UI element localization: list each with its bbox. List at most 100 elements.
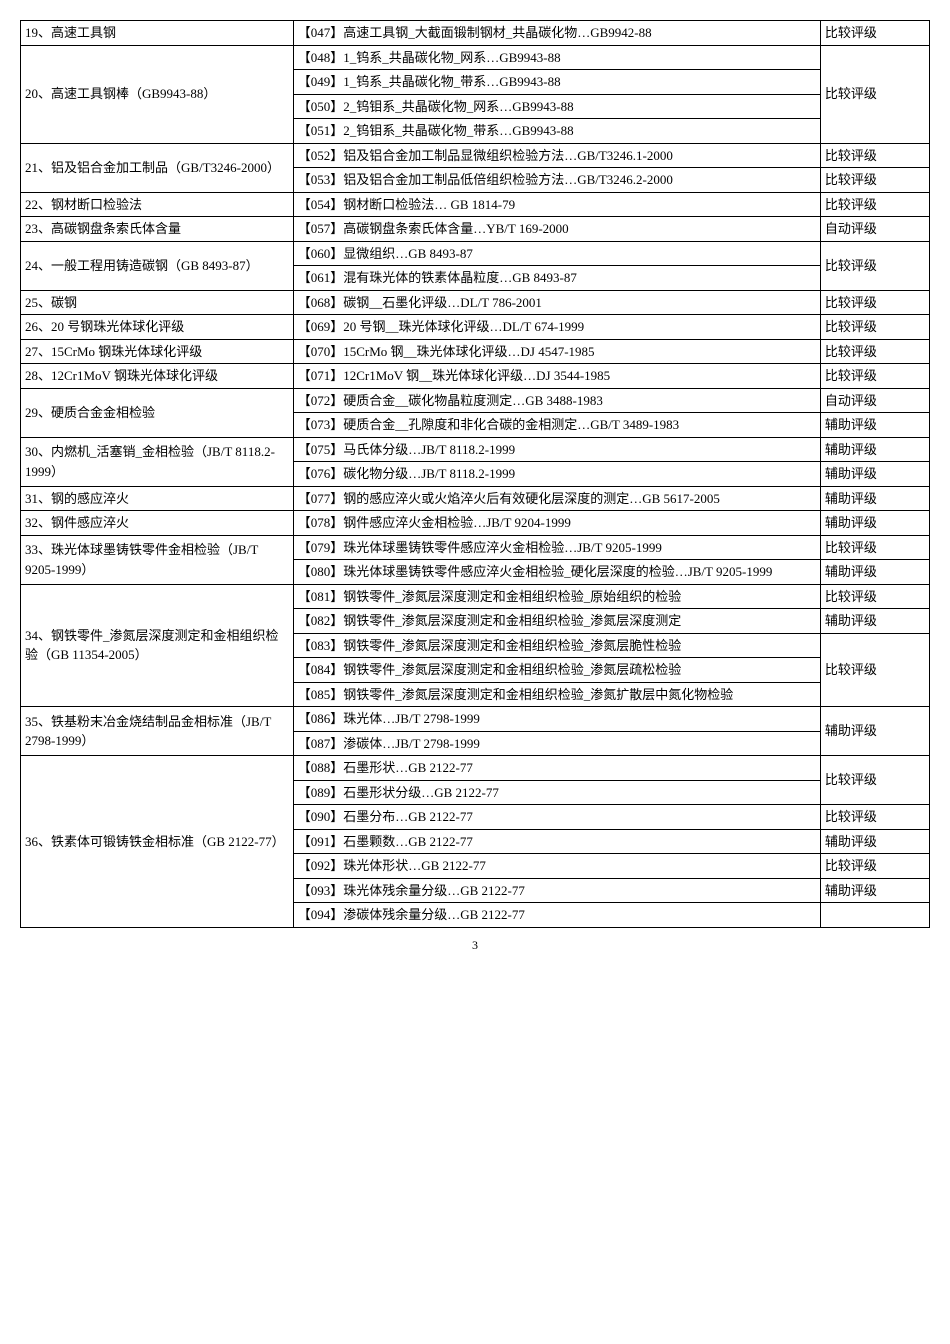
standard-cell: 【073】硬质合金__孔隙度和非化合碳的金相测定…GB/T 3489-1983 — [293, 413, 820, 438]
standard-cell: 【054】钢材断口检验法… GB 1814-79 — [293, 192, 820, 217]
grade-cell: 比较评级 — [820, 584, 929, 609]
table-row: 35、铁基粉末冶金烧结制品金相标准（JB/T 2798-1999）【086】珠光… — [21, 707, 930, 732]
category-cell: 34、钢铁零件_渗氮层深度测定和金相组织检验（GB 11354-2005） — [21, 584, 294, 707]
standards-table: 19、高速工具钢【047】高速工具钢_大截面锻制钢材_共晶碳化物…GB9942-… — [20, 20, 930, 928]
grade-cell: 比较评级 — [820, 45, 929, 143]
standard-cell: 【079】珠光体球墨铸铁零件感应淬火金相检验…JB/T 9205-1999 — [293, 535, 820, 560]
table-row: 25、碳钢【068】碳钢__石墨化评级…DL/T 786-2001比较评级 — [21, 290, 930, 315]
standard-cell: 【093】珠光体残余量分级…GB 2122-77 — [293, 878, 820, 903]
table-row: 28、12Cr1MoV 钢珠光体球化评级【071】12Cr1MoV 钢__珠光体… — [21, 364, 930, 389]
standard-cell: 【071】12Cr1MoV 钢__珠光体球化评级…DJ 3544-1985 — [293, 364, 820, 389]
table-row: 36、铁素体可锻铸铁金相标准（GB 2122-77）【088】石墨形状…GB 2… — [21, 756, 930, 781]
grade-cell: 比较评级 — [820, 805, 929, 830]
category-cell: 22、钢材断口检验法 — [21, 192, 294, 217]
grade-cell: 自动评级 — [820, 388, 929, 413]
category-cell: 33、珠光体球墨铸铁零件金相检验（JB/T 9205-1999） — [21, 535, 294, 584]
standard-cell: 【060】显微组织…GB 8493-87 — [293, 241, 820, 266]
standard-cell: 【091】石墨颗数…GB 2122-77 — [293, 829, 820, 854]
grade-cell: 辅助评级 — [820, 486, 929, 511]
grade-cell: 比较评级 — [820, 143, 929, 168]
grade-cell: 比较评级 — [820, 315, 929, 340]
table-row: 22、钢材断口检验法【054】钢材断口检验法… GB 1814-79比较评级 — [21, 192, 930, 217]
grade-cell: 比较评级 — [820, 854, 929, 879]
standard-cell: 【089】石墨形状分级…GB 2122-77 — [293, 780, 820, 805]
standard-cell: 【048】1_钨系_共晶碳化物_网系…GB9943-88 — [293, 45, 820, 70]
grade-cell: 比较评级 — [820, 21, 929, 46]
grade-cell: 辅助评级 — [820, 437, 929, 462]
standard-cell: 【076】碳化物分级…JB/T 8118.2-1999 — [293, 462, 820, 487]
grade-cell: 辅助评级 — [820, 609, 929, 634]
table-row: 31、钢的感应淬火【077】钢的感应淬火或火焰淬火后有效硬化层深度的测定…GB … — [21, 486, 930, 511]
standard-cell: 【085】钢铁零件_渗氮层深度测定和金相组织检验_渗氮扩散层中氮化物检验 — [293, 682, 820, 707]
grade-cell: 辅助评级 — [820, 878, 929, 903]
standard-cell: 【047】高速工具钢_大截面锻制钢材_共晶碳化物…GB9942-88 — [293, 21, 820, 46]
grade-cell: 辅助评级 — [820, 413, 929, 438]
table-row: 34、钢铁零件_渗氮层深度测定和金相组织检验（GB 11354-2005）【08… — [21, 584, 930, 609]
standard-cell: 【092】珠光体形状…GB 2122-77 — [293, 854, 820, 879]
category-cell: 24、一般工程用铸造碳钢（GB 8493-87） — [21, 241, 294, 290]
standard-cell: 【088】石墨形状…GB 2122-77 — [293, 756, 820, 781]
grade-cell — [820, 903, 929, 928]
table-row: 19、高速工具钢【047】高速工具钢_大截面锻制钢材_共晶碳化物…GB9942-… — [21, 21, 930, 46]
category-cell: 28、12Cr1MoV 钢珠光体球化评级 — [21, 364, 294, 389]
standard-cell: 【090】石墨分布…GB 2122-77 — [293, 805, 820, 830]
grade-cell: 比较评级 — [820, 192, 929, 217]
standard-cell: 【057】高碳钢盘条索氏体含量…YB/T 169-2000 — [293, 217, 820, 242]
standard-cell: 【069】20 号钢__珠光体球化评级…DL/T 674-1999 — [293, 315, 820, 340]
standard-cell: 【077】钢的感应淬火或火焰淬火后有效硬化层深度的测定…GB 5617-2005 — [293, 486, 820, 511]
standard-cell: 【072】硬质合金__碳化物晶粒度测定…GB 3488-1983 — [293, 388, 820, 413]
grade-cell: 比较评级 — [820, 241, 929, 290]
standard-cell: 【082】钢铁零件_渗氮层深度测定和金相组织检验_渗氮层深度测定 — [293, 609, 820, 634]
grade-cell: 自动评级 — [820, 217, 929, 242]
category-cell: 23、高碳钢盘条索氏体含量 — [21, 217, 294, 242]
table-row: 27、15CrMo 钢珠光体球化评级【070】15CrMo 钢__珠光体球化评级… — [21, 339, 930, 364]
standard-cell: 【053】铝及铝合金加工制品低倍组织检验方法…GB/T3246.2-2000 — [293, 168, 820, 193]
table-row: 33、珠光体球墨铸铁零件金相检验（JB/T 9205-1999）【079】珠光体… — [21, 535, 930, 560]
grade-cell: 比较评级 — [820, 339, 929, 364]
category-cell: 20、高速工具钢棒（GB9943-88） — [21, 45, 294, 143]
category-cell: 21、铝及铝合金加工制品（GB/T3246-2000） — [21, 143, 294, 192]
table-row: 23、高碳钢盘条索氏体含量【057】高碳钢盘条索氏体含量…YB/T 169-20… — [21, 217, 930, 242]
standard-cell: 【050】2_钨钼系_共晶碳化物_网系…GB9943-88 — [293, 94, 820, 119]
table-row: 24、一般工程用铸造碳钢（GB 8493-87）【060】显微组织…GB 849… — [21, 241, 930, 266]
category-cell: 32、钢件感应淬火 — [21, 511, 294, 536]
standard-cell: 【049】1_钨系_共晶碳化物_带系…GB9943-88 — [293, 70, 820, 95]
grade-cell: 比较评级 — [820, 168, 929, 193]
standard-cell: 【087】渗碳体…JB/T 2798-1999 — [293, 731, 820, 756]
grade-cell: 比较评级 — [820, 364, 929, 389]
category-cell: 26、20 号钢珠光体球化评级 — [21, 315, 294, 340]
grade-cell: 辅助评级 — [820, 829, 929, 854]
standard-cell: 【084】钢铁零件_渗氮层深度测定和金相组织检验_渗氮层疏松检验 — [293, 658, 820, 683]
category-cell: 19、高速工具钢 — [21, 21, 294, 46]
table-row: 26、20 号钢珠光体球化评级【069】20 号钢__珠光体球化评级…DL/T … — [21, 315, 930, 340]
category-cell: 35、铁基粉末冶金烧结制品金相标准（JB/T 2798-1999） — [21, 707, 294, 756]
standard-cell: 【094】渗碳体残余量分级…GB 2122-77 — [293, 903, 820, 928]
page-number: 3 — [20, 938, 930, 953]
standard-cell: 【081】钢铁零件_渗氮层深度测定和金相组织检验_原始组织的检验 — [293, 584, 820, 609]
category-cell: 25、碳钢 — [21, 290, 294, 315]
standard-cell: 【061】混有珠光体的铁素体晶粒度…GB 8493-87 — [293, 266, 820, 291]
standard-cell: 【051】2_钨钼系_共晶碳化物_带系…GB9943-88 — [293, 119, 820, 144]
table-row: 21、铝及铝合金加工制品（GB/T3246-2000）【052】铝及铝合金加工制… — [21, 143, 930, 168]
grade-cell: 辅助评级 — [820, 560, 929, 585]
standard-cell: 【068】碳钢__石墨化评级…DL/T 786-2001 — [293, 290, 820, 315]
grade-cell: 比较评级 — [820, 633, 929, 707]
grade-cell: 比较评级 — [820, 535, 929, 560]
standard-cell: 【075】马氏体分级…JB/T 8118.2-1999 — [293, 437, 820, 462]
category-cell: 30、内燃机_活塞销_金相检验（JB/T 8118.2-1999） — [21, 437, 294, 486]
grade-cell: 比较评级 — [820, 756, 929, 805]
grade-cell: 辅助评级 — [820, 511, 929, 536]
grade-cell: 辅助评级 — [820, 462, 929, 487]
standard-cell: 【052】铝及铝合金加工制品显微组织检验方法…GB/T3246.1-2000 — [293, 143, 820, 168]
standard-cell: 【070】15CrMo 钢__珠光体球化评级…DJ 4547-1985 — [293, 339, 820, 364]
category-cell: 36、铁素体可锻铸铁金相标准（GB 2122-77） — [21, 756, 294, 928]
grade-cell: 辅助评级 — [820, 707, 929, 756]
standard-cell: 【086】珠光体…JB/T 2798-1999 — [293, 707, 820, 732]
standard-cell: 【078】钢件感应淬火金相检验…JB/T 9204-1999 — [293, 511, 820, 536]
standard-cell: 【083】钢铁零件_渗氮层深度测定和金相组织检验_渗氮层脆性检验 — [293, 633, 820, 658]
table-row: 30、内燃机_活塞销_金相检验（JB/T 8118.2-1999）【075】马氏… — [21, 437, 930, 462]
table-row: 20、高速工具钢棒（GB9943-88）【048】1_钨系_共晶碳化物_网系…G… — [21, 45, 930, 70]
table-row: 32、钢件感应淬火【078】钢件感应淬火金相检验…JB/T 9204-1999辅… — [21, 511, 930, 536]
category-cell: 29、硬质合金金相检验 — [21, 388, 294, 437]
table-row: 29、硬质合金金相检验【072】硬质合金__碳化物晶粒度测定…GB 3488-1… — [21, 388, 930, 413]
